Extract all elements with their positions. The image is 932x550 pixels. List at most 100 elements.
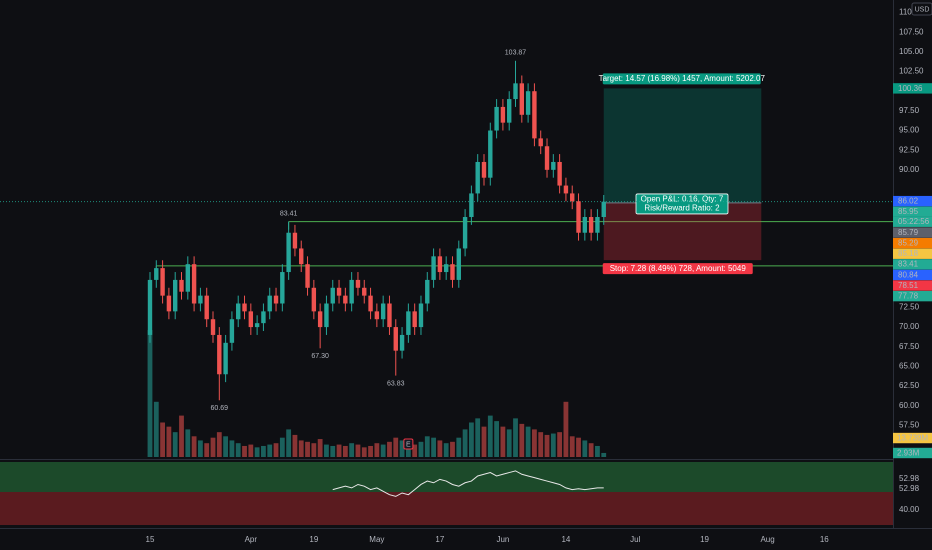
x-tick-label: May — [369, 535, 384, 544]
volume-bar — [254, 447, 260, 457]
x-tick-label: Aug — [760, 535, 774, 544]
y-tick-label: 70.00 — [899, 322, 920, 331]
volume-bar — [582, 440, 588, 457]
candle-body — [273, 295, 279, 304]
pnl-box — [635, 193, 729, 215]
y-tick-label: 67.50 — [899, 342, 920, 351]
candle-body — [494, 106, 499, 131]
price-annotation: 63.83 — [387, 380, 405, 387]
price-badge-label: 83.41 — [898, 260, 919, 269]
candle-body — [588, 217, 594, 233]
candle-body — [336, 287, 342, 296]
volume-bar — [324, 444, 329, 457]
volume-bar — [462, 429, 468, 457]
candle-body — [576, 201, 581, 233]
candle-body — [374, 311, 380, 320]
candle-body — [280, 272, 285, 304]
stop-label: Stop: 7.28 (8.49%) 728, Amount: 5049 — [610, 264, 747, 273]
x-tick-label: Apr — [245, 535, 258, 544]
volume-bar — [538, 432, 544, 457]
rsi-lower-band — [0, 492, 893, 525]
volume-bar — [317, 439, 323, 457]
volume-bar — [248, 444, 254, 457]
candle-body — [299, 248, 304, 265]
candle-body — [317, 311, 323, 328]
candle-body — [544, 146, 550, 170]
volume-bar — [279, 437, 285, 457]
candle-body — [551, 161, 556, 170]
candle-body — [248, 311, 254, 328]
candle-body — [160, 268, 165, 296]
volume-bar — [185, 429, 191, 457]
price-badge — [893, 290, 932, 302]
volume-bar — [532, 429, 537, 457]
currency-label: USD — [915, 6, 930, 13]
volume-bar — [405, 443, 411, 457]
volume-bar — [361, 447, 367, 457]
candle-body — [267, 295, 272, 312]
x-tick-label: 16 — [820, 535, 829, 544]
volume-badge-label: 2.93M — [897, 448, 920, 457]
candle-body — [532, 91, 537, 139]
candle-body — [538, 138, 543, 147]
volume-bar — [153, 401, 159, 457]
volume-bar — [204, 443, 210, 457]
price-annotation: 60.69 — [211, 405, 229, 412]
candle-body — [204, 295, 209, 320]
price-badge — [893, 269, 932, 281]
candle-body — [462, 217, 468, 249]
candle-body — [406, 311, 411, 335]
candle-body — [513, 83, 518, 100]
rsi-value-label: 52.98 — [899, 484, 920, 493]
candle-body — [399, 334, 405, 351]
volume-bar — [191, 436, 197, 457]
candle-body — [500, 106, 506, 123]
volume-bar — [179, 415, 184, 457]
price-badge-label: 86.02 — [898, 197, 919, 206]
candle-body — [229, 319, 235, 343]
price-badge-label: 78.51 — [898, 281, 919, 290]
pnl-label: Open P&L: 0.16, Qty: 7 — [641, 195, 724, 204]
rsi-tick-label: 40.00 — [899, 505, 920, 514]
price-badge — [893, 195, 932, 207]
price-badge — [893, 227, 932, 238]
candle-body — [198, 295, 203, 304]
x-tick-label: Jun — [496, 535, 509, 544]
volume-bar — [147, 330, 153, 457]
volume-bar — [424, 436, 430, 457]
earnings-marker — [403, 438, 414, 450]
y-tick-label: 102.50 — [899, 67, 924, 76]
volume-bar — [468, 422, 474, 457]
candle-body — [349, 279, 354, 304]
volume-bar — [475, 418, 481, 457]
y-tick-label: 90.00 — [899, 165, 920, 174]
x-tick-label: 19 — [700, 535, 709, 544]
volume-bar — [368, 445, 373, 457]
volume-bar — [160, 422, 165, 457]
price-badge — [893, 280, 932, 291]
volume-bar — [557, 432, 563, 457]
countdown-badge — [893, 216, 932, 227]
candle-body — [469, 193, 474, 218]
price-badge-label: 85.79 — [898, 228, 919, 237]
volume-bar — [380, 444, 386, 457]
volume-bar — [210, 437, 216, 457]
price-badge-label: 77.78 — [898, 292, 919, 301]
volume-badge-label: 13.739M — [897, 433, 928, 442]
y-tick-label: 60.00 — [899, 401, 920, 410]
candle-body — [475, 161, 480, 194]
candle-body — [507, 99, 512, 123]
volume-bar — [399, 440, 405, 457]
volume-bar — [437, 440, 443, 457]
stop-label-box — [602, 263, 753, 275]
price-badge — [893, 248, 932, 259]
rsi-value-label: 52.98 — [899, 474, 920, 483]
candle-body — [368, 295, 373, 312]
candle-body — [595, 217, 600, 233]
candle-body — [412, 311, 417, 328]
price-badge — [893, 83, 932, 94]
x-tick-label: 14 — [561, 535, 570, 544]
price-badge-label: 85.18 — [898, 249, 919, 258]
volume-bar — [500, 426, 506, 457]
candle-body — [563, 185, 569, 194]
